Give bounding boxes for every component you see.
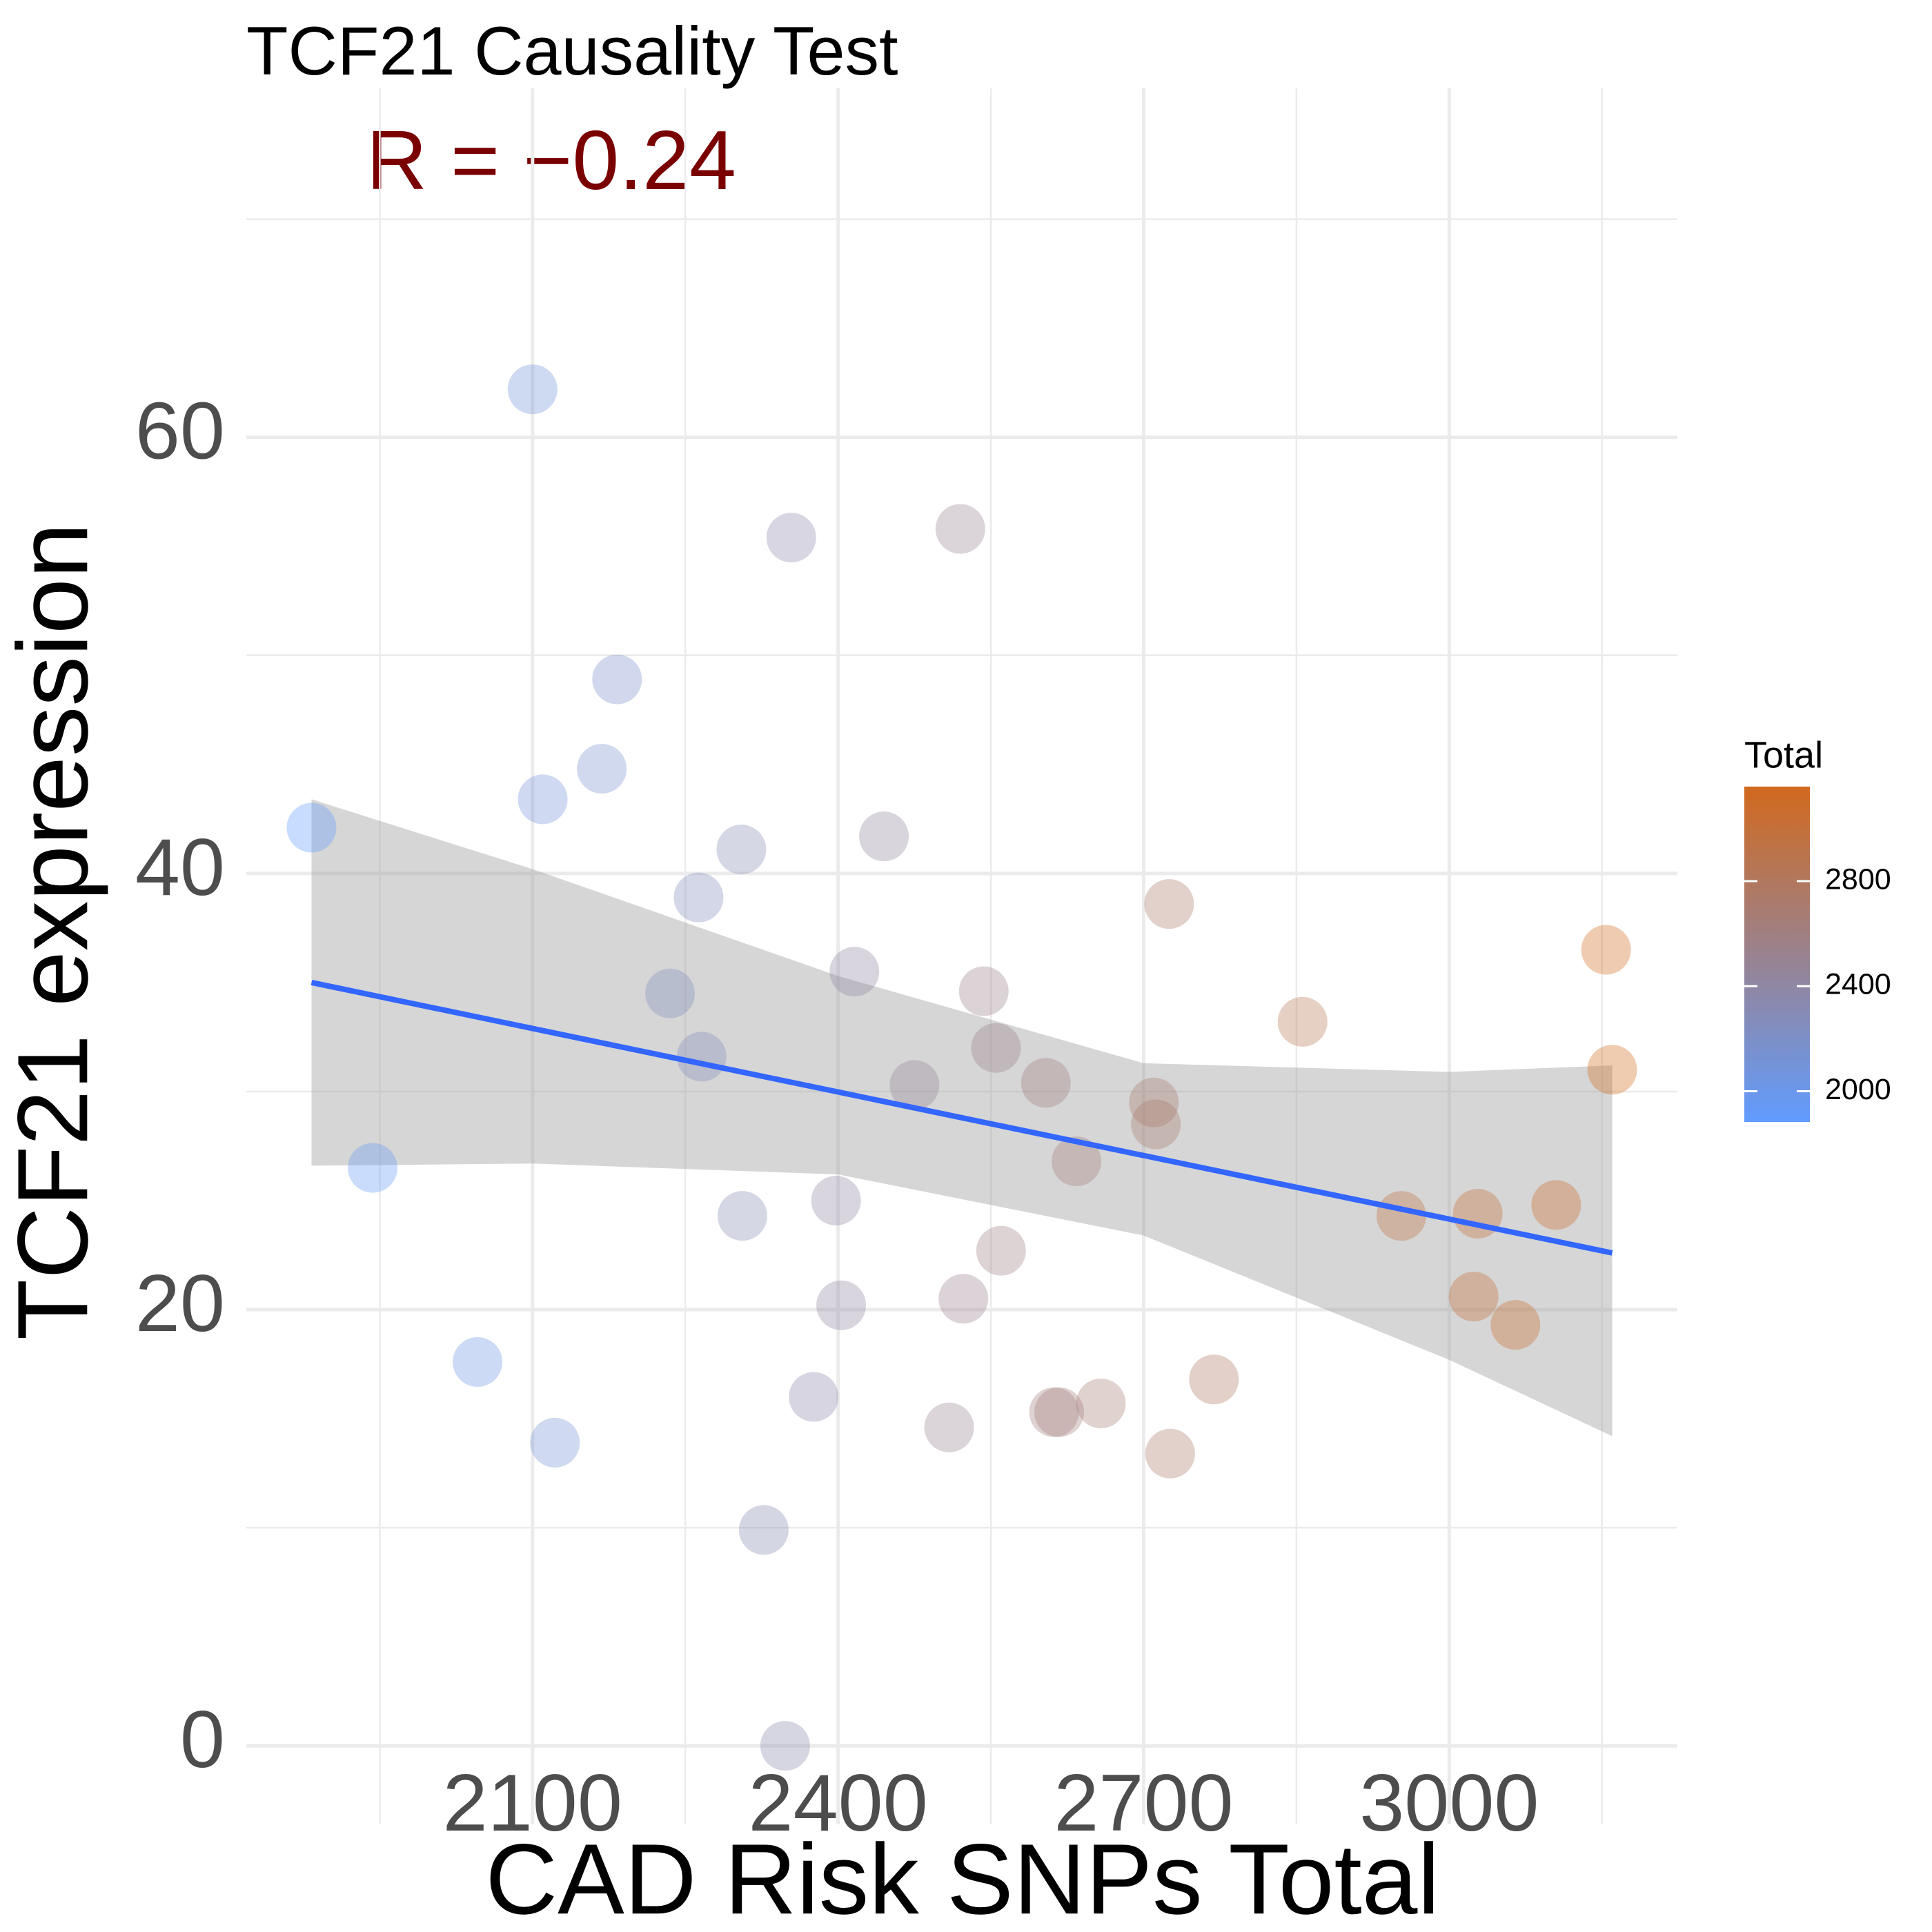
point [1189, 1354, 1239, 1405]
point [811, 1176, 861, 1226]
point [1581, 925, 1631, 975]
point [1587, 1045, 1637, 1095]
y-tick-label: 40 [135, 822, 225, 912]
point [1034, 1387, 1084, 1437]
point [1052, 1136, 1102, 1187]
point [938, 1274, 989, 1324]
point [676, 1032, 727, 1082]
y-tick-label: 0 [180, 1694, 225, 1784]
x-tick-label: 2100 [443, 1757, 622, 1848]
legend-tick-label: 2000 [1825, 1073, 1891, 1106]
point [530, 1417, 580, 1468]
point [789, 1372, 839, 1422]
point [348, 1143, 398, 1193]
point [1076, 1378, 1126, 1428]
legend-title: Total [1744, 734, 1823, 776]
colorbar [1744, 787, 1810, 1122]
x-tick-label: 2700 [1054, 1757, 1233, 1848]
x-tick-label: 3000 [1359, 1757, 1539, 1848]
point [1277, 996, 1328, 1047]
fit-line [310, 980, 1613, 1256]
legend: Total 2000 2400 2800 [1744, 734, 1891, 1122]
point [889, 1060, 940, 1110]
point [935, 504, 985, 554]
point [592, 654, 642, 704]
point [976, 1225, 1026, 1276]
point [518, 774, 568, 825]
point [1129, 1077, 1179, 1127]
point [766, 513, 816, 563]
grid: 2100 2400 2700 3000 0 20 40 60 [135, 88, 1677, 1848]
point [717, 1191, 767, 1241]
point [859, 811, 909, 862]
x-axis-title: CAD Risk SNPs Total [485, 1823, 1439, 1932]
chart-title: TCF21 Causality Test [246, 12, 898, 89]
point [1490, 1300, 1541, 1350]
point [1145, 1428, 1195, 1479]
point [673, 872, 724, 923]
point [1531, 1180, 1581, 1230]
marks [286, 364, 1637, 1771]
point [1131, 1099, 1181, 1150]
legend-tick-label: 2800 [1825, 862, 1891, 896]
point [286, 802, 337, 853]
point [958, 966, 1009, 1016]
point [924, 1402, 974, 1452]
point [816, 1280, 867, 1330]
point [645, 968, 696, 1018]
point [829, 947, 880, 997]
point [1376, 1191, 1426, 1241]
y-axis-title: TCF21 expression [0, 523, 108, 1341]
point [577, 744, 627, 794]
point [1448, 1272, 1499, 1322]
x-tick-label: 2400 [749, 1757, 928, 1848]
y-tick-label: 20 [135, 1258, 225, 1348]
legend-tick-label: 2400 [1825, 968, 1891, 1001]
point [1029, 1387, 1079, 1437]
point [760, 1721, 810, 1771]
y-tick-label: 60 [135, 386, 225, 476]
point [507, 364, 558, 415]
point [453, 1337, 503, 1387]
point [1144, 879, 1194, 929]
point [1021, 1058, 1071, 1108]
point [738, 1505, 789, 1555]
point [971, 1023, 1021, 1073]
point [716, 825, 767, 875]
annotation: R = −0.24 [366, 113, 736, 207]
